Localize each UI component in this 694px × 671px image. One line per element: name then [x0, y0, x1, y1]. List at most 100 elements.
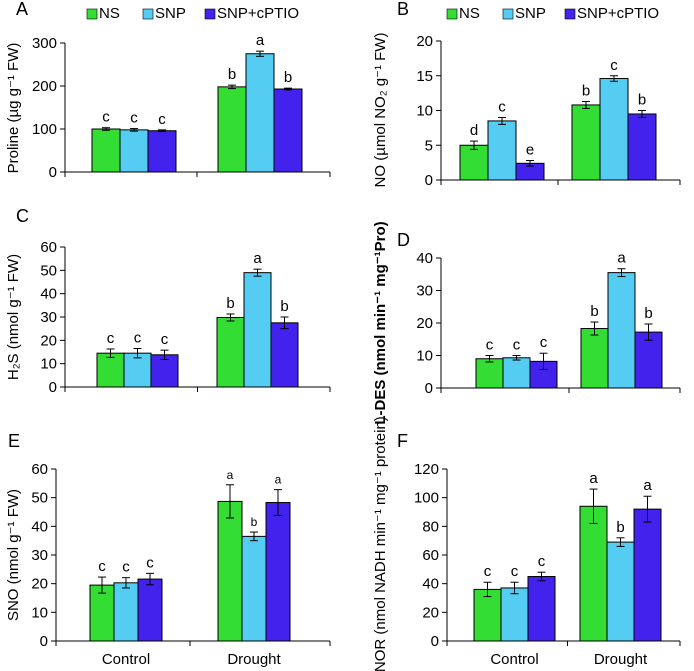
bar-snp-cptio-drought — [273, 88, 303, 173]
y-tick-label: 40 — [31, 518, 48, 535]
bar-snp-control — [500, 587, 529, 642]
x-category-label: Drought — [227, 651, 281, 668]
legend-label: SNP — [155, 5, 186, 22]
significance-letter: c — [158, 111, 166, 128]
panel-letter: D — [397, 230, 410, 250]
significance-letter: c — [540, 334, 548, 351]
bar-ns-drought — [216, 316, 245, 388]
y-tick-label: 10 — [40, 356, 57, 373]
significance-letter: c — [146, 554, 154, 571]
significance-letter: b — [226, 295, 234, 312]
y-tick-label: 0 — [49, 379, 57, 396]
significance-letter: c — [134, 330, 142, 347]
bar-snp-control — [487, 120, 517, 181]
significance-letter: b — [590, 303, 598, 320]
panel-letter: A — [16, 0, 28, 19]
legend-label: SNP+cPTIO — [577, 5, 659, 22]
significance-letter: b — [616, 519, 624, 536]
y-tick-label: 0 — [49, 164, 57, 181]
y-tick-label: 30 — [31, 547, 48, 564]
y-tick-label: 300 — [32, 35, 57, 52]
y-tick-label: 20 — [416, 315, 433, 332]
y-axis-label: L-DES (nmol min⁻¹ mg⁻¹Pro) — [372, 221, 389, 424]
significance-letter: c — [486, 337, 494, 354]
bar-ns-control — [459, 144, 489, 181]
significance-letter: c — [102, 109, 110, 126]
significance-letter: a — [227, 468, 234, 482]
panel-letter: F — [397, 431, 408, 451]
bar-snp-drought — [607, 272, 636, 389]
y-tick-label: 40 — [416, 250, 433, 267]
y-tick-label: 10 — [416, 348, 433, 365]
panel-letter: C — [16, 206, 29, 226]
bar-snp-cptio-drought — [627, 113, 657, 181]
panel-A: A 0 100 200 300 Proline (µg g⁻¹ FW) c c c b a b — [5, 0, 331, 181]
bar-snp-cptio-drought — [265, 502, 291, 642]
y-tick-label: 50 — [40, 262, 57, 279]
y-tick-label: 60 — [40, 239, 57, 256]
y-tick-label: 40 — [422, 576, 439, 593]
bar-ns-control — [96, 352, 125, 388]
bar-snp-cptio-control — [137, 578, 163, 642]
significance-letter: c — [610, 57, 618, 74]
bar-snp-drought — [599, 78, 629, 181]
significance-letter: a — [589, 470, 598, 487]
x-category-label: Control — [102, 651, 150, 668]
significance-letter: b — [284, 69, 292, 86]
y-tick-label: 10 — [416, 103, 433, 120]
bar-ns-control — [91, 128, 121, 173]
legend-B: NS SNP SNP+cPTIO — [446, 5, 659, 22]
y-tick-label: 20 — [422, 604, 439, 621]
significance-letter: a — [256, 32, 265, 49]
significance-letter: c — [161, 331, 169, 348]
significance-letter: c — [130, 110, 138, 127]
bar-snp-cptio-drought — [633, 508, 662, 642]
significance-letter: d — [470, 122, 478, 139]
y-tick-label: 20 — [31, 576, 48, 593]
bar-snp-control — [113, 582, 139, 642]
significance-letter: c — [513, 337, 521, 354]
legend-swatch-ns — [446, 8, 458, 20]
panel-D: D 0 10 20 30 40 L-DES (nmol min⁻¹ mg⁻¹Pro) c c c b… — [372, 221, 681, 425]
y-tick-label: 0 — [40, 633, 48, 650]
y-axis-label: NO (µmol NO₂ g⁻¹ FW) — [372, 33, 389, 188]
x-category-label: Control — [490, 651, 538, 668]
bar-ns-drought — [580, 328, 609, 389]
bar-snp-control — [502, 357, 531, 389]
y-tick-label: 5 — [425, 137, 433, 154]
legend-label: SNP+cPTIO — [217, 5, 299, 22]
y-axis-label: Proline (µg g⁻¹ FW) — [5, 43, 22, 174]
legend-label: NS — [459, 5, 480, 22]
y-tick-label: 100 — [414, 490, 439, 507]
y-axis-label: GSNOR (nmol NADH min⁻¹ mg⁻¹ protein) — [372, 416, 389, 671]
y-tick-label: 0 — [425, 380, 433, 397]
bar-snp-cptio-drought — [634, 331, 663, 389]
significance-letter: c — [498, 98, 506, 115]
y-axis-label: SNO (nmol g⁻¹ FW) — [5, 489, 22, 621]
y-tick-label: 120 — [414, 461, 439, 478]
y-tick-label: 40 — [40, 286, 57, 303]
bar-snp-cptio-control — [147, 130, 177, 173]
legend-swatch-snp — [502, 8, 514, 20]
panel-B: B 0 5 10 15 20 NO (µmol NO₂ g⁻¹ FW) d c e b c b — [372, 0, 681, 189]
bar-ns-drought — [217, 86, 247, 173]
y-axis-label: H₂S (nmol g⁻¹ FW) — [5, 254, 22, 380]
significance-letter: c — [511, 563, 519, 580]
significance-letter: a — [275, 473, 282, 487]
y-tick-label: 15 — [416, 68, 433, 85]
y-tick-label: 20 — [40, 332, 57, 349]
panel-F: F 0 20 40 60 80 100 120 GSNOR (nmol NADH min⁻¹ m… — [372, 416, 681, 671]
significance-letter: c — [484, 563, 492, 580]
y-tick-label: 50 — [31, 490, 48, 507]
legend-A: NS SNP SNP+cPTIO — [86, 5, 299, 22]
bar-ns-control — [89, 584, 115, 642]
significance-letter: a — [617, 250, 626, 267]
legend-swatch-snp-cptio — [564, 8, 576, 20]
bar-snp-cptio-control — [527, 576, 556, 642]
significance-letter: c — [107, 330, 115, 347]
bar-ns-drought — [579, 505, 608, 642]
bar-snp-cptio-drought — [270, 322, 299, 388]
significance-letter: b — [251, 515, 258, 529]
y-tick-label: 30 — [416, 283, 433, 300]
